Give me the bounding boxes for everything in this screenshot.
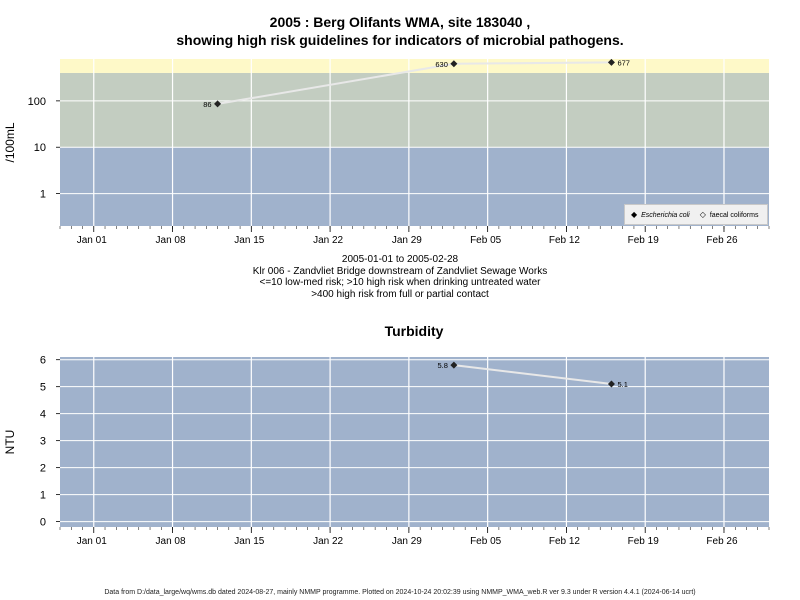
top-data-label-0: 86 xyxy=(203,100,211,109)
bottom-xtick-label-1: Jan 08 xyxy=(156,536,186,547)
top-band-1 xyxy=(60,72,769,148)
bottom-data-label-0: 5.8 xyxy=(437,361,447,370)
chart-title-line-1: 2005 : Berg Olifants WMA, site 183040 , xyxy=(269,14,531,30)
top-ytick-label-0: 1 xyxy=(40,189,46,201)
caption-guideline-1: <=10 low-med risk; >10 high risk when dr… xyxy=(259,277,541,288)
legend: ◆ Escherichia coli ◇ faecal coliforms xyxy=(624,204,768,225)
bottom-ytick-label-0: 0 xyxy=(40,517,46,529)
bottom-ytick-label-1: 1 xyxy=(40,490,46,502)
bottom-xtick-label-2: Jan 15 xyxy=(234,536,264,547)
top-data-label-1: 630 xyxy=(435,60,448,69)
top-ylabel: /100mL xyxy=(3,122,17,162)
top-ytick-label-1: 10 xyxy=(34,142,46,154)
top-xtick-label-4: Jan 29 xyxy=(392,235,422,246)
top-ytick-label-2: 100 xyxy=(28,96,46,108)
top-xtick-label-7: Feb 19 xyxy=(628,235,660,246)
bottom-data-point-0 xyxy=(450,361,458,369)
bottom-xtick-label-7: Feb 19 xyxy=(628,536,660,547)
footer-note: Data from D:/data_large/wq/wms.db dated … xyxy=(104,589,696,596)
bottom-ytick-label-3: 3 xyxy=(40,436,46,448)
top-xtick-label-2: Jan 15 xyxy=(234,235,264,246)
bottom-ytick-label-5: 5 xyxy=(40,382,46,394)
bottom-xtick-label-0: Jan 01 xyxy=(77,536,107,547)
top-xtick-label-5: Feb 05 xyxy=(470,235,502,246)
legend-faecal-marker: ◇ xyxy=(699,210,706,219)
bottom-xtick-label-8: Feb 26 xyxy=(706,536,738,547)
top-xtick-label-8: Feb 26 xyxy=(706,235,738,246)
legend-faecal-label: faecal coliforms xyxy=(709,212,759,219)
bottom-data-point-1 xyxy=(607,380,615,388)
bottom-plot-background xyxy=(60,357,769,527)
bottom-data-label-1: 5.1 xyxy=(617,380,627,389)
top-xtick-label-6: Feb 12 xyxy=(549,235,581,246)
bottom-ytick-label-6: 6 xyxy=(40,355,46,367)
bottom-ytick-label-4: 4 xyxy=(40,409,46,421)
bottom-xtick-label-3: Jan 22 xyxy=(313,536,343,547)
top-data-point-1 xyxy=(450,60,458,68)
bottom-panel-title: Turbidity xyxy=(385,323,444,339)
bottom-xtick-label-5: Feb 05 xyxy=(470,536,502,547)
bottom-xtick-label-4: Jan 29 xyxy=(392,536,422,547)
top-data-point-0 xyxy=(214,100,222,108)
top-data-point-2 xyxy=(607,58,615,66)
top-data-label-2: 677 xyxy=(617,58,630,67)
caption-date-range: 2005-01-01 to 2005-02-28 xyxy=(341,254,459,265)
bottom-series-line-0 xyxy=(453,364,612,385)
bottom-xtick-label-6: Feb 12 xyxy=(549,536,581,547)
chart-title-line-2: showing high risk guidelines for indicat… xyxy=(176,32,624,48)
top-xtick-label-1: Jan 08 xyxy=(156,235,186,246)
bottom-ytick-label-2: 2 xyxy=(40,463,46,475)
bottom-ylabel: NTU xyxy=(3,430,17,455)
top-xtick-label-3: Jan 22 xyxy=(313,235,343,246)
caption-guideline-2: >400 high risk from full or partial cont… xyxy=(311,288,489,300)
legend-ecoli-marker: ◆ xyxy=(631,210,638,219)
top-xtick-label-0: Jan 01 xyxy=(77,235,107,246)
legend-ecoli-label: Escherichia coli xyxy=(641,212,690,219)
caption-site: Klr 006 - Zandvliet Bridge downstream of… xyxy=(252,265,548,277)
